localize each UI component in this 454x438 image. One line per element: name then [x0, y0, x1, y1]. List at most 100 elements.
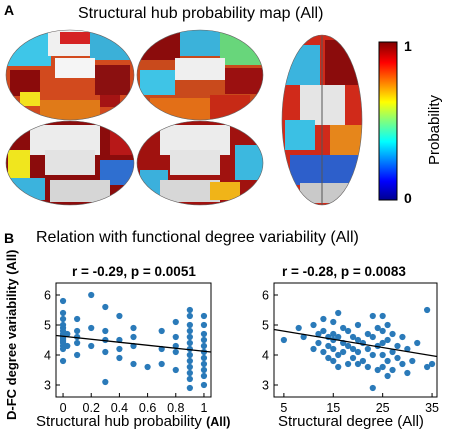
scatter1-point — [172, 348, 179, 356]
scatter1-point — [200, 366, 208, 374]
scatter1-ytick-label: 5 — [44, 319, 51, 333]
scatter1-point — [74, 315, 81, 323]
scatter1-point — [130, 324, 137, 332]
scatter2-point — [340, 348, 347, 356]
scatter1-point — [158, 327, 165, 335]
scatter1-point — [88, 291, 95, 299]
scatter2-point — [300, 333, 307, 341]
scatter2-point — [379, 327, 386, 335]
scatter1-point — [172, 318, 179, 326]
panel-a-title: Structural hub probability map (All) — [78, 5, 324, 22]
scatter2-ytick-label: 6 — [262, 289, 269, 303]
scatter1-point — [116, 345, 123, 353]
brain-right-lateral — [137, 30, 263, 120]
scatter2-point — [369, 333, 376, 341]
scatter1-point — [200, 312, 208, 320]
scatter1-xtick-label: 0.4 — [111, 401, 128, 415]
scatter2-point — [394, 342, 401, 350]
scatter1-point — [186, 363, 193, 371]
scatter1-ytick-label: 6 — [44, 289, 51, 303]
scatter1-point — [186, 357, 193, 365]
scatter2-point — [354, 336, 362, 344]
scatter1-point — [64, 342, 71, 350]
scatter2-point — [335, 363, 342, 371]
scatter2-point — [344, 360, 352, 368]
scatter2-xtick-label: 5 — [280, 401, 287, 415]
scatter1-point — [186, 306, 193, 314]
scatter2-point — [335, 351, 342, 359]
scatter1-point — [158, 360, 165, 368]
scatter1-xtick-label: 0 — [60, 401, 67, 415]
scatter2-point — [310, 345, 317, 353]
scatter1-point — [172, 366, 179, 374]
scatter1-ytick-label: 4 — [44, 349, 51, 363]
scatter1-point — [200, 336, 208, 344]
scatter2-point — [330, 318, 337, 326]
scatter1-point — [186, 351, 193, 359]
scatter2-point — [325, 354, 332, 362]
scatter2-ytick-label: 4 — [262, 349, 269, 363]
scatter2-point — [379, 312, 386, 320]
scatter1-xtick-label: 0.6 — [139, 401, 156, 415]
scatter1-point — [200, 330, 208, 338]
scatter1-point — [200, 381, 208, 389]
scatter2-point — [389, 348, 396, 356]
scatter2-point — [389, 330, 396, 338]
scatter1-ytick-label: 3 — [44, 379, 51, 393]
scatter1-point — [59, 357, 67, 365]
scatter1-point — [186, 333, 193, 341]
scatter2-point — [315, 330, 322, 338]
scatter1-point — [88, 342, 95, 350]
scatter2-point — [384, 357, 391, 365]
scatter1-point — [102, 303, 109, 311]
colorbar-min-label: 0 — [404, 190, 412, 206]
scatter2-point — [414, 339, 421, 347]
scatter2-point — [335, 333, 342, 341]
scatter2-point — [359, 357, 367, 365]
scatter2-xtick-label: 35 — [425, 401, 439, 415]
scatter2-point — [374, 324, 381, 332]
brain-maps — [5, 29, 398, 206]
scatter1-point — [186, 312, 193, 320]
scatter2-point — [424, 306, 431, 314]
scatter2-point — [379, 363, 386, 371]
scatter2-point — [280, 336, 287, 344]
scatter1-xlabel-main: Structural hub probability — [36, 413, 202, 430]
scatter1-axes-frame — [55, 282, 212, 398]
scatter1-fit-line — [55, 334, 212, 353]
scatter2-point — [354, 360, 362, 368]
scatter1-point — [102, 327, 109, 335]
scatter2-point — [354, 321, 362, 329]
scatter2-point — [399, 360, 406, 368]
scatter1-xlabel: Structural hub probability (All) — [36, 413, 230, 430]
scatter1-xtick-label: 0.2 — [83, 401, 100, 415]
scatter2-point — [364, 363, 371, 371]
scatter2-point — [369, 312, 376, 320]
scatter1-point — [200, 321, 208, 329]
scatter1-point — [172, 333, 179, 341]
scatter1-point — [130, 360, 137, 368]
scatter1-point — [88, 324, 95, 332]
colorbar-max-label: 1 — [404, 38, 412, 54]
scatter1-point — [59, 297, 67, 305]
scatter2-point — [320, 348, 327, 356]
scatter1-point — [102, 378, 109, 386]
scatter2-point — [349, 345, 357, 353]
scatter2-point — [330, 330, 337, 338]
scatter2-point — [424, 363, 431, 371]
scatter2-point — [335, 309, 342, 317]
scatter1-point — [116, 312, 123, 320]
scatter2-point — [340, 324, 347, 332]
scatter1-point — [186, 375, 193, 383]
scatter2-xlabel: Structural degree (All) — [278, 413, 424, 430]
scatter2-point — [344, 327, 352, 335]
scatter2-point — [315, 339, 322, 347]
scatter2-point — [320, 315, 327, 323]
scatter2-point — [310, 321, 317, 329]
scatter2-point — [369, 351, 376, 359]
scatter2-xtick-label: 25 — [376, 401, 390, 415]
scatter1-point — [74, 327, 81, 335]
scatter1-point — [74, 339, 81, 347]
scatter2-stat: r = -0.28, p = 0.0083 — [282, 264, 406, 279]
scatter2-xtick-label: 15 — [326, 401, 340, 415]
